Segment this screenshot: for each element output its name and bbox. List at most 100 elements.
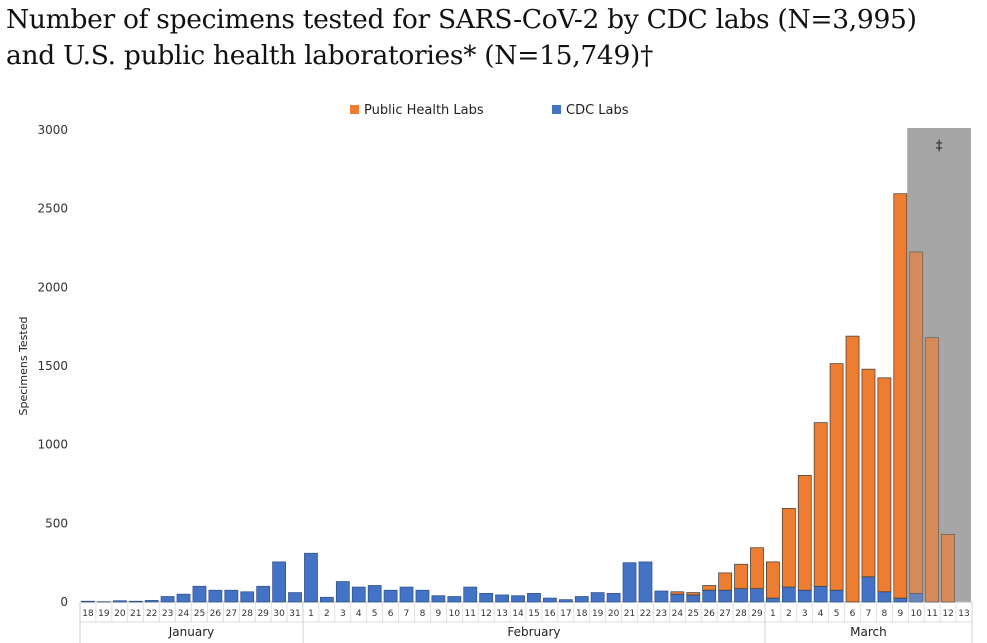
x-tick-label: 20 <box>608 609 620 619</box>
x-tick-label: 23 <box>162 609 173 619</box>
bar-cdc-labs <box>781 586 796 603</box>
y-tick-label: 3000 <box>37 123 68 137</box>
bars-layer <box>81 193 955 603</box>
bar-cdc-labs <box>558 599 573 603</box>
x-tick-label: 7 <box>404 609 410 619</box>
y-tick-label: 1000 <box>37 438 68 452</box>
y-tick-label: 500 <box>45 516 68 530</box>
x-tick-label: 13 <box>958 609 969 619</box>
bar-public-health-labs <box>925 337 940 603</box>
bar-cdc-labs <box>861 576 876 603</box>
x-tick-label: 17 <box>560 609 571 619</box>
bar-cdc-labs <box>829 589 844 603</box>
bar-cdc-labs <box>511 595 525 603</box>
x-tick-label: 5 <box>834 609 840 619</box>
bar-public-health-labs <box>909 251 924 594</box>
x-tick-label: 31 <box>289 609 300 619</box>
x-tick-label: 30 <box>273 609 285 619</box>
x-tick-label: 6 <box>850 609 856 619</box>
x-tick-label: 1 <box>308 609 314 619</box>
bar-cdc-labs <box>256 585 271 603</box>
bar-cdc-labs <box>224 589 239 603</box>
bar-cdc-labs <box>622 562 637 603</box>
bar-public-health-labs <box>845 335 860 603</box>
x-tick-label: 4 <box>356 609 362 619</box>
x-tick-label: 23 <box>656 609 667 619</box>
bar-public-health-labs <box>686 592 701 596</box>
x-tick-label: 24 <box>672 609 684 619</box>
x-tick-label: 6 <box>388 609 394 619</box>
bar-cdc-labs <box>128 600 143 603</box>
bar-cdc-labs <box>797 589 812 603</box>
bar-cdc-labs <box>766 597 780 603</box>
bar-cdc-labs <box>176 593 191 603</box>
bar-public-health-labs <box>781 508 796 588</box>
x-tick-label: 9 <box>436 609 442 619</box>
x-tick-label: 7 <box>866 609 872 619</box>
x-tick-label: 14 <box>512 609 524 619</box>
bar-public-health-labs <box>702 585 717 591</box>
month-label: January <box>168 625 215 639</box>
shaded-region-label: ‡ <box>936 138 943 154</box>
bar-cdc-labs <box>686 594 701 603</box>
x-tick-label: 3 <box>340 609 346 619</box>
x-tick-label: 4 <box>818 609 824 619</box>
bar-public-health-labs <box>750 547 764 589</box>
x-tick-label: 11 <box>465 609 476 619</box>
bar-cdc-labs <box>718 589 732 603</box>
x-tick-label: 29 <box>257 609 269 619</box>
legend-label: CDC Labs <box>566 103 629 118</box>
x-tick-label: 20 <box>114 609 126 619</box>
bar-public-health-labs <box>670 591 685 595</box>
bar-public-health-labs <box>718 572 732 591</box>
bar-cdc-labs <box>670 593 685 603</box>
x-tick-label: 2 <box>786 609 792 619</box>
x-tick-label: 27 <box>226 609 237 619</box>
legend: Public Health Labs CDC Labs <box>350 103 629 118</box>
x-tick-label: 26 <box>210 609 222 619</box>
bar-cdc-labs <box>288 592 302 603</box>
x-tick-label: 22 <box>640 609 651 619</box>
shaded-region-overlay <box>907 128 971 602</box>
title-line-1: Number of specimens tested for SARS-CoV-… <box>6 4 917 35</box>
month-label: February <box>507 625 560 639</box>
y-axis-label: Specimens Tested <box>17 317 30 416</box>
bar-cdc-labs <box>304 552 318 603</box>
x-tick-label: 16 <box>544 609 556 619</box>
bar-cdc-labs <box>351 586 366 603</box>
bar-cdc-labs <box>272 561 286 603</box>
title-line-2: and U.S. public health laboratories* (N=… <box>6 40 654 71</box>
bar-cdc-labs <box>192 585 207 603</box>
bar-public-health-labs <box>734 563 748 589</box>
bar-cdc-labs <box>335 581 350 603</box>
bar-public-health-labs <box>797 474 812 591</box>
x-tick-label: 21 <box>624 609 635 619</box>
bar-cdc-labs <box>702 589 717 603</box>
bar-public-health-labs <box>861 368 876 578</box>
bar-cdc-labs <box>431 595 446 603</box>
x-tick-label: 25 <box>688 609 699 619</box>
bar-cdc-labs <box>877 591 892 603</box>
bar-cdc-labs <box>606 592 621 603</box>
bar-public-health-labs <box>941 533 955 603</box>
bar-cdc-labs <box>320 596 334 603</box>
bar-cdc-labs <box>81 600 95 603</box>
bar-cdc-labs <box>463 586 478 603</box>
bar-cdc-labs <box>893 597 908 603</box>
bar-cdc-labs <box>144 600 159 603</box>
x-tick-label: 18 <box>576 609 588 619</box>
shaded-overlay-layer <box>907 128 971 602</box>
bar-cdc-labs <box>813 585 828 603</box>
x-tick-label: 19 <box>98 609 110 619</box>
legend-label: Public Health Labs <box>364 103 484 118</box>
bar-cdc-labs <box>734 588 748 603</box>
x-tick-label: 19 <box>592 609 604 619</box>
x-tick-label: 10 <box>449 609 461 619</box>
x-tick-label: 15 <box>528 609 539 619</box>
x-tick-label: 28 <box>242 609 254 619</box>
bar-cdc-labs <box>543 597 557 603</box>
x-tick-label: 27 <box>719 609 730 619</box>
bar-cdc-labs <box>638 561 653 603</box>
x-tick-label: 18 <box>82 609 94 619</box>
x-tick-label: 21 <box>130 609 141 619</box>
